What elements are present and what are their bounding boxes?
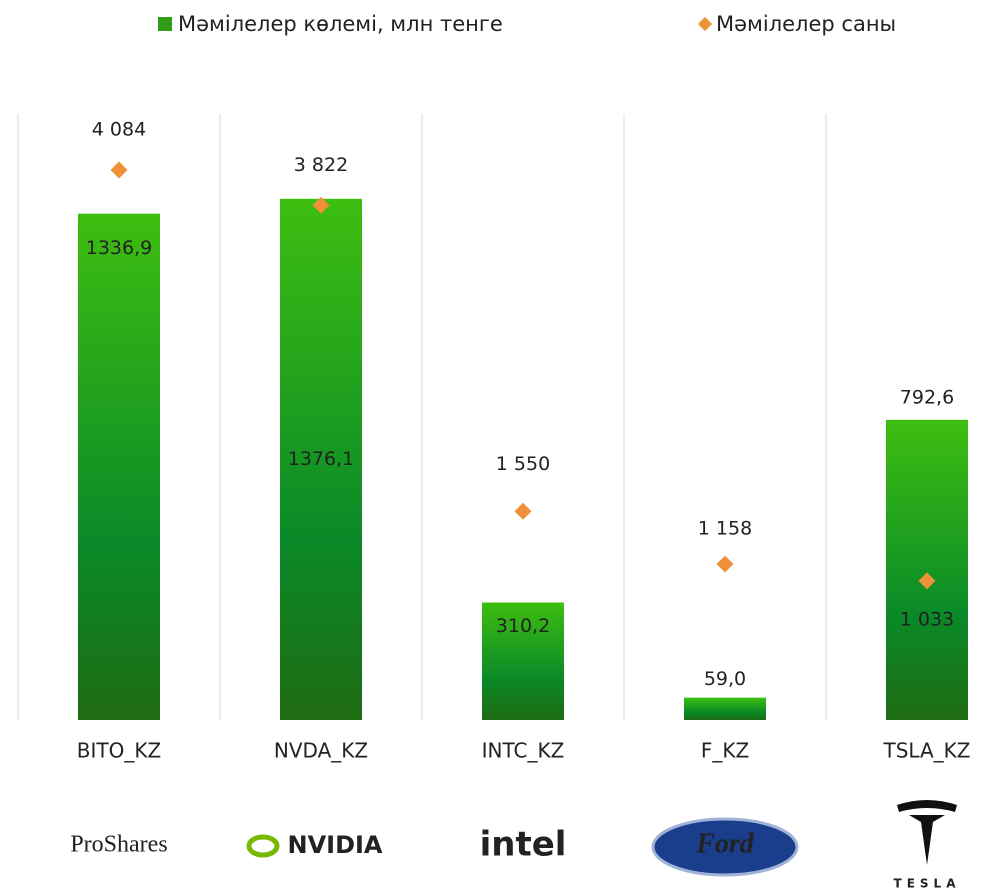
- marker-label: 3 822: [294, 154, 348, 176]
- logo-text: TESLA: [894, 877, 961, 891]
- legend-swatch: [158, 17, 172, 31]
- x-tick-label: NVDA_KZ: [274, 739, 368, 763]
- marker: [312, 196, 330, 214]
- bar: [886, 419, 968, 720]
- legend: Мәмілелер көлемі, млн тенге Мәмілелер са…: [158, 12, 896, 36]
- marker-label: 4 084: [92, 119, 146, 141]
- legend-label: Мәмілелер көлемі, млн тенге: [178, 12, 503, 36]
- marker: [110, 161, 128, 179]
- marker-label: 1 158: [698, 518, 752, 540]
- x-tick-label: BITO_KZ: [77, 739, 161, 763]
- bar: [482, 602, 564, 720]
- bar-label: 59,0: [704, 668, 746, 690]
- bar-label: 1336,9: [86, 237, 152, 259]
- x-tick-label: INTC_KZ: [482, 739, 565, 763]
- logo-text: Ford: [695, 828, 755, 859]
- logo-text: NVIDIA: [287, 831, 382, 859]
- marker-label: 1 550: [496, 453, 550, 475]
- marker: [918, 572, 936, 590]
- legend-label: Мәмілелер саны: [716, 12, 896, 36]
- logo-shape: [651, 817, 799, 877]
- logo-text: intel: [480, 825, 567, 865]
- logo-shape: [246, 834, 280, 858]
- marker: [716, 555, 734, 573]
- bar-label: 792,6: [900, 386, 954, 408]
- x-tick-label: F_KZ: [701, 739, 749, 763]
- marker: [514, 502, 532, 520]
- bar: [684, 697, 766, 720]
- bar-label: 1376,1: [288, 448, 354, 470]
- legend-swatch: [697, 16, 713, 32]
- logo-shape: [897, 800, 957, 865]
- x-tick-label: TSLA_KZ: [882, 739, 970, 763]
- logo-text: ProShares: [70, 832, 167, 858]
- marker-label: 1 033: [900, 608, 954, 630]
- bar-label: 310,2: [496, 615, 550, 637]
- bar: [280, 198, 362, 720]
- bar: [78, 213, 160, 721]
